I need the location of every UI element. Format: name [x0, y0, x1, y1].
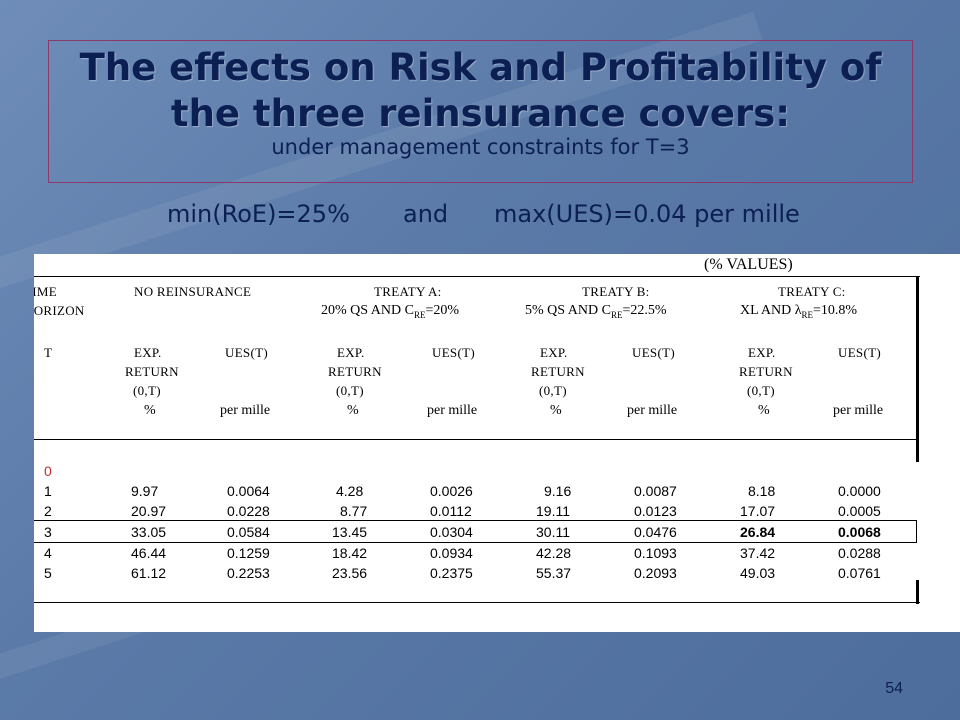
time-horizon-label-2: HORIZON — [34, 303, 85, 318]
row-t: 3 — [44, 524, 52, 540]
row3-top-rule — [34, 520, 916, 521]
constraint-roe: min(RoE)=25% — [167, 200, 350, 228]
cell-a-exp: 8.77 — [340, 503, 368, 519]
page-number: 54 — [885, 680, 903, 697]
slide-subtitle: under management constraints for T=3 — [271, 135, 690, 159]
cell-a-exp: 23.56 — [332, 565, 368, 581]
col-header-period: (0,T) — [539, 383, 567, 398]
cell-no-exp: 20.97 — [131, 503, 167, 519]
cell-c-ues: 0.0000 — [838, 483, 881, 499]
col-header-return: RETURN — [125, 364, 179, 379]
cell-b-exp: 9.16 — [544, 483, 572, 499]
col-header-t: T — [44, 345, 53, 360]
cell-c-ues: 0.0288 — [838, 545, 881, 561]
cell-b-ues: 0.0087 — [634, 483, 677, 499]
col-unit-per-mille: per mille — [627, 403, 678, 418]
cell-b-exp: 30.11 — [536, 524, 570, 540]
cell-a-exp: 4.28 — [336, 483, 364, 499]
table-right-border-bottom — [916, 580, 919, 604]
col-header-exp: EXP. — [540, 345, 568, 360]
col-header-return: RETURN — [531, 364, 585, 379]
table-top-rule — [34, 276, 920, 277]
cell-c-exp: 37.42 — [740, 545, 776, 561]
treaty-c-detail: XL AND λRE=10.8% — [740, 303, 858, 320]
cell-no-ues: 0.0584 — [227, 524, 270, 540]
cell-no-ues: 0.2253 — [227, 565, 270, 581]
treaty-a-detail: 20% QS AND CRE=20% — [321, 303, 460, 320]
col-header-exp: EXP. — [134, 345, 162, 360]
cell-b-ues: 0.0476 — [634, 524, 677, 540]
col-unit-per-mille: per mille — [427, 403, 478, 418]
time-horizon-label: TIME — [34, 284, 57, 299]
cell-c-ues-selected: 0.0068 — [838, 524, 881, 540]
cell-no-ues: 0.1259 — [227, 545, 270, 561]
table-right-border — [916, 276, 919, 462]
cell-a-exp: 18.42 — [332, 545, 368, 561]
treaty-b-detail: 5% QS AND CRE=22.5% — [525, 303, 667, 320]
results-table: (% VALUES) TIME HORIZON NO REINSURANCE T… — [34, 254, 960, 632]
col-unit-percent: % — [758, 403, 770, 418]
cell-a-ues: 0.0026 — [430, 483, 473, 499]
cell-no-ues: 0.0064 — [227, 483, 270, 499]
col-header-ues: UES(T) — [838, 345, 881, 360]
constraint-ues: max(UES)=0.04 per mille — [494, 200, 800, 228]
cell-no-exp: 33.05 — [131, 524, 167, 540]
col-header-ues: UES(T) — [432, 345, 475, 360]
col-unit-percent: % — [550, 403, 562, 418]
row-t: 4 — [44, 545, 52, 561]
col-header-exp: EXP. — [337, 345, 365, 360]
col-header-period: (0,T) — [747, 383, 775, 398]
cell-c-exp: 17.07 — [740, 503, 776, 519]
group-treaty-c: TREATY C: — [778, 284, 846, 299]
constraint-and: and — [403, 200, 449, 228]
cell-c-exp: 8.18 — [748, 483, 776, 499]
col-unit-percent: % — [347, 403, 359, 418]
cell-no-ues: 0.0228 — [227, 503, 270, 519]
cell-b-ues: 0.0123 — [634, 503, 677, 519]
group-no-reinsurance: NO REINSURANCE — [134, 284, 252, 299]
cell-b-ues: 0.1093 — [634, 545, 677, 561]
col-unit-per-mille: per mille — [220, 403, 271, 418]
slide-title: The effects on Risk and Profitability of… — [79, 46, 882, 135]
row-t: 1 — [44, 483, 52, 499]
cell-a-ues: 0.0304 — [430, 524, 473, 540]
cell-b-exp: 55.37 — [536, 565, 572, 581]
col-header-period: (0,T) — [133, 383, 161, 398]
cell-no-exp: 46.44 — [131, 545, 167, 561]
row3-bottom-rule — [34, 542, 916, 543]
cell-b-exp: 19.11 — [536, 503, 570, 519]
row-t-0: 0 — [44, 463, 52, 479]
cell-b-ues: 0.2093 — [634, 565, 677, 581]
col-header-ues: UES(T) — [632, 345, 675, 360]
row-t: 5 — [44, 565, 52, 581]
col-header-exp: EXP. — [748, 345, 776, 360]
cell-c-exp: 49.03 — [740, 565, 776, 581]
col-header-return: RETURN — [739, 364, 793, 379]
cell-a-ues: 0.2375 — [430, 565, 473, 581]
col-header-return: RETURN — [328, 364, 382, 379]
cell-c-exp-selected: 26.84 — [740, 524, 776, 540]
group-treaty-a: TREATY A: — [374, 284, 442, 299]
row3-right-rule — [916, 520, 917, 543]
cell-a-ues: 0.0112 — [430, 503, 472, 519]
cell-no-exp: 9.97 — [131, 483, 159, 499]
row-t: 2 — [44, 503, 52, 519]
cell-no-exp: 61.12 — [131, 565, 167, 581]
cell-a-exp: 13.45 — [332, 524, 368, 540]
table-bottom-rule — [34, 602, 920, 603]
title-box: The effects on Risk and Profitability of… — [48, 40, 913, 183]
values-note: (% VALUES) — [704, 256, 793, 273]
col-unit-per-mille: per mille — [833, 403, 884, 418]
group-treaty-b: TREATY B: — [582, 284, 650, 299]
header-rule — [34, 439, 916, 440]
cell-c-ues: 0.0005 — [838, 503, 881, 519]
cell-c-ues: 0.0761 — [838, 565, 881, 581]
cell-b-exp: 42.28 — [536, 545, 572, 561]
cell-a-ues: 0.0934 — [430, 545, 473, 561]
col-header-ues: UES(T) — [225, 345, 268, 360]
col-unit-percent: % — [144, 403, 156, 418]
col-header-period: (0,T) — [336, 383, 364, 398]
